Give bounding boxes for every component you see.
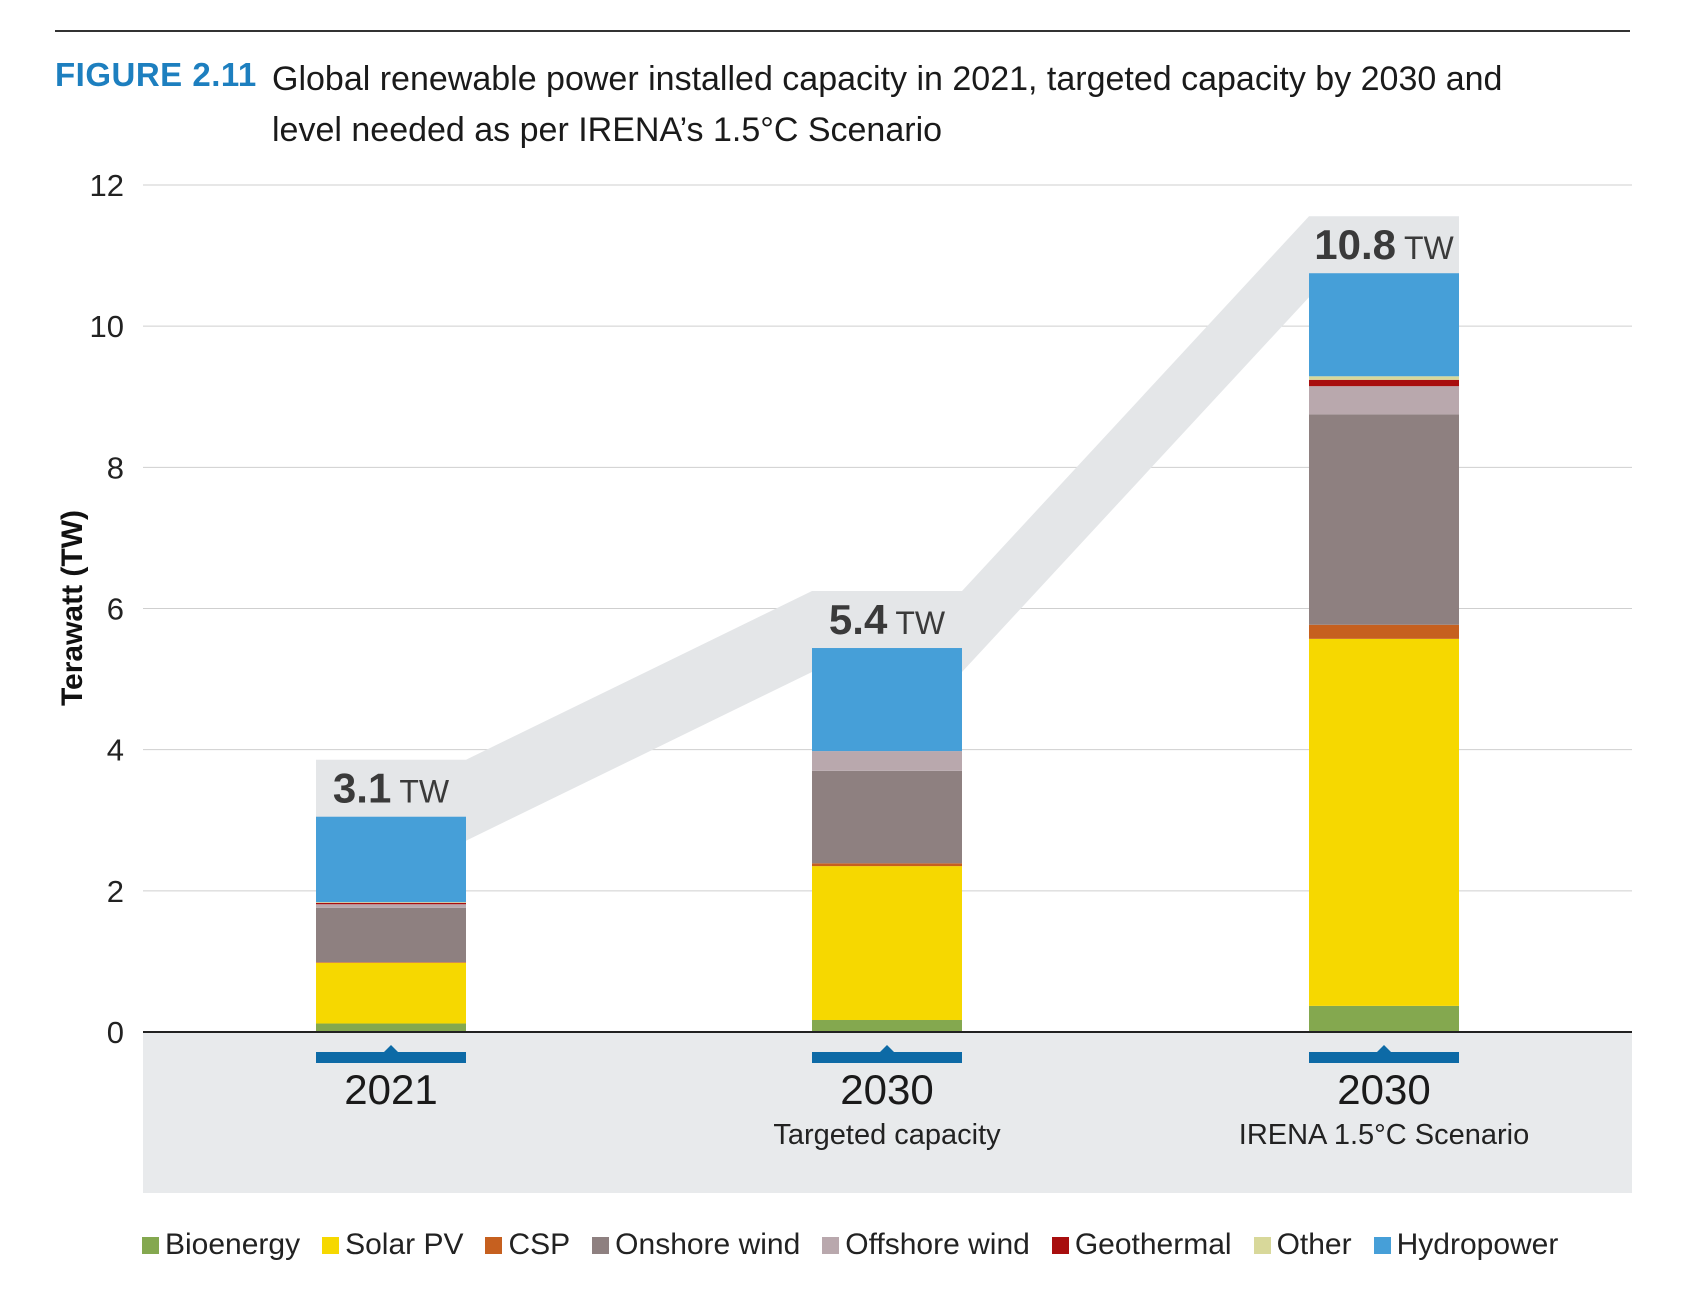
legend-label: Hydropower bbox=[1396, 1228, 1559, 1261]
category-marker bbox=[812, 1052, 962, 1063]
y-tick-label: 0 bbox=[107, 1015, 124, 1050]
legend-item: Hydropower bbox=[1373, 1228, 1559, 1262]
legend-item: Other bbox=[1253, 1228, 1352, 1262]
x-category-sublabel: Targeted capacity bbox=[773, 1119, 1001, 1151]
bar-segment-onshore-wind bbox=[812, 770, 962, 864]
legend-item: CSP bbox=[485, 1228, 570, 1262]
category-marker bbox=[1309, 1052, 1459, 1063]
legend-swatch bbox=[322, 1236, 340, 1254]
legend-label: Offshore wind bbox=[845, 1228, 1030, 1261]
bar-segment-csp bbox=[316, 962, 466, 963]
bar-segment-offshore-wind bbox=[316, 904, 466, 908]
bar-segment-solar-pv bbox=[812, 866, 962, 1021]
legend-label: CSP bbox=[508, 1228, 571, 1261]
y-tick-label: 12 bbox=[90, 168, 124, 203]
y-axis-label: Terawatt (TW) bbox=[56, 510, 89, 706]
legend-swatch bbox=[485, 1236, 503, 1254]
legend-label: Geothermal bbox=[1074, 1228, 1232, 1261]
x-category-label: 2021 bbox=[344, 1066, 437, 1113]
bar-segment-onshore-wind bbox=[1309, 414, 1459, 625]
bar-segment-csp bbox=[1309, 624, 1459, 639]
bar-segment-geothermal bbox=[1309, 379, 1459, 387]
trend-ribbon bbox=[316, 216, 1459, 841]
legend-item: Geothermal bbox=[1051, 1228, 1232, 1262]
bar-segment-onshore-wind bbox=[316, 907, 466, 963]
bar-segment-hydropower bbox=[1309, 273, 1459, 377]
top-rule bbox=[55, 30, 1630, 32]
total-label: 10.8 TW bbox=[1314, 221, 1454, 268]
legend-label: Solar PV bbox=[345, 1228, 464, 1261]
x-category-sublabel: IRENA 1.5°C Scenario bbox=[1239, 1119, 1529, 1151]
bar-segment-csp bbox=[812, 863, 962, 867]
total-label: 3.1 TW bbox=[333, 765, 450, 812]
bar-segment-bioenergy bbox=[812, 1020, 962, 1032]
bar-segment-hydropower bbox=[812, 648, 962, 752]
bar-segment-offshore-wind bbox=[812, 751, 962, 771]
bar-segment-bioenergy bbox=[1309, 1005, 1459, 1032]
legend-swatch bbox=[822, 1236, 840, 1254]
total-label: 5.4 TW bbox=[829, 596, 946, 643]
legend-item: Onshore wind bbox=[592, 1228, 800, 1262]
bar-segment-hydropower bbox=[316, 816, 466, 903]
x-category-label: 2030 bbox=[840, 1066, 933, 1113]
bar-segment-solar-pv bbox=[1309, 638, 1459, 1006]
legend-swatch bbox=[592, 1236, 610, 1254]
bar-segment-geothermal bbox=[316, 902, 466, 905]
bar-segment-other bbox=[316, 902, 466, 903]
legend-item: Offshore wind bbox=[822, 1228, 1030, 1262]
category-marker bbox=[316, 1052, 466, 1063]
chart-legend: Bioenergy Solar PV CSP Onshore wind Offshore… bbox=[142, 1228, 1558, 1262]
bar-segment-offshore-wind bbox=[1309, 386, 1459, 415]
figure-title: Global renewable power installed capacit… bbox=[272, 60, 1503, 149]
y-tick-label: 4 bbox=[107, 733, 124, 768]
legend-label: Bioenergy bbox=[165, 1228, 301, 1261]
legend-label: Other bbox=[1276, 1228, 1352, 1261]
x-category-label: 2030 bbox=[1337, 1066, 1430, 1113]
y-tick-label: 6 bbox=[107, 592, 124, 627]
legend-swatch bbox=[1051, 1236, 1069, 1254]
bar-segment-bioenergy bbox=[316, 1023, 466, 1032]
legend-swatch bbox=[1253, 1236, 1271, 1254]
y-tick-label: 10 bbox=[90, 309, 124, 344]
y-tick-label: 8 bbox=[107, 450, 124, 485]
legend-swatch bbox=[1373, 1236, 1391, 1254]
category-marker-notch bbox=[879, 1045, 895, 1053]
legend-item: Bioenergy bbox=[142, 1228, 300, 1262]
bar-segment-other bbox=[1309, 376, 1459, 380]
bar-segment-solar-pv bbox=[316, 962, 466, 1024]
legend-swatch bbox=[142, 1236, 159, 1254]
legend-item: Solar PV bbox=[322, 1228, 463, 1262]
y-tick-label: 2 bbox=[107, 874, 124, 909]
legend-label: Onshore wind bbox=[615, 1228, 801, 1261]
figure-label: FIGURE 2.11 bbox=[55, 56, 257, 93]
category-marker-notch bbox=[383, 1045, 399, 1053]
category-marker-notch bbox=[1376, 1045, 1392, 1053]
